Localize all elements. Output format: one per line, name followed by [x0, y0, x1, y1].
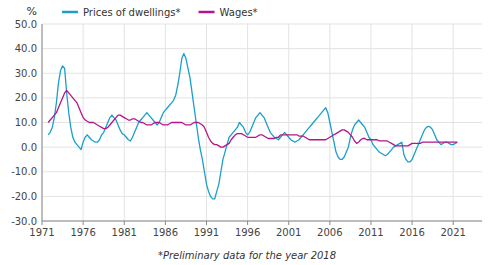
legend-swatch	[199, 11, 215, 14]
x-tick	[124, 221, 125, 225]
series-line	[48, 90, 457, 147]
x-grid-line	[288, 24, 289, 221]
x-grid-line	[83, 24, 84, 221]
y-tick-label: 40.0	[15, 43, 37, 54]
chart-container: -30.0 -20.0 -10.0 0.0 10.0 20.0 30.0 40.0 50.0 19…	[0, 0, 494, 265]
x-grid-line	[370, 24, 371, 221]
y-tick-label: 30.0	[15, 68, 37, 79]
x-grid-line	[247, 24, 248, 221]
y-grid-line	[42, 171, 482, 172]
x-tick-label: 2016	[399, 227, 424, 238]
x-tick	[247, 221, 248, 225]
y-tick-label: -10.0	[11, 166, 37, 177]
x-grid-line	[42, 24, 43, 221]
legend: Prices of dwellings* Wages*	[62, 7, 258, 18]
y-tick-label: 50.0	[15, 19, 37, 30]
x-grid-line	[165, 24, 166, 221]
y-tick-label: 0.0	[21, 142, 37, 153]
y-grid-line	[42, 97, 482, 98]
x-tick-label: 1976	[70, 227, 95, 238]
x-tick	[412, 221, 413, 225]
legend-label: Wages*	[220, 7, 258, 18]
y-grid-line	[42, 48, 482, 49]
x-tick	[165, 221, 166, 225]
x-tick	[42, 221, 43, 225]
series-group	[48, 54, 457, 199]
y-grid-line	[42, 73, 482, 74]
x-tick	[329, 221, 330, 225]
x-tick	[370, 221, 371, 225]
grid	[42, 24, 482, 221]
y-grid-line	[42, 221, 482, 222]
x-tick-label: 1971	[29, 227, 54, 238]
x-tick-label: 2021	[440, 227, 465, 238]
y-tick-label: 10.0	[15, 117, 37, 128]
x-grid-line	[453, 24, 454, 221]
x-tick-label: 2011	[358, 227, 383, 238]
x-grid-line	[206, 24, 207, 221]
y-tick-label: -30.0	[11, 216, 37, 227]
chart-svg: -30.0 -20.0 -10.0 0.0 10.0 20.0 30.0 40.0 50.0 19…	[0, 0, 494, 265]
legend-swatch	[62, 11, 78, 14]
x-tick-label: 2006	[317, 227, 342, 238]
x-tick	[288, 221, 289, 225]
x-tick-label: 1986	[153, 227, 178, 238]
x-grid-line	[124, 24, 125, 221]
y-axis-line	[42, 24, 43, 221]
x-tick-label: 1996	[235, 227, 260, 238]
series-line	[48, 54, 457, 199]
axes: -30.0 -20.0 -10.0 0.0 10.0 20.0 30.0 40.0 50.0 19…	[11, 19, 482, 239]
x-axis-line	[42, 221, 482, 222]
y-tick-label: 20.0	[15, 92, 37, 103]
y-grid-line	[42, 24, 482, 25]
y-axis-label: %	[27, 5, 37, 18]
x-tick	[206, 221, 207, 225]
y-grid-line	[42, 147, 482, 148]
x-tick-label: 2001	[276, 227, 301, 238]
footnote: *Preliminary data for the year 2018	[158, 250, 336, 261]
y-grid-line	[42, 196, 482, 197]
legend-label: Prices of dwellings*	[83, 7, 181, 18]
x-tick	[83, 221, 84, 225]
x-grid-line	[412, 24, 413, 221]
x-tick-label: 1981	[112, 227, 137, 238]
y-tick-label: -20.0	[11, 191, 37, 202]
x-tick-label: 1991	[194, 227, 219, 238]
x-tick	[453, 221, 454, 225]
